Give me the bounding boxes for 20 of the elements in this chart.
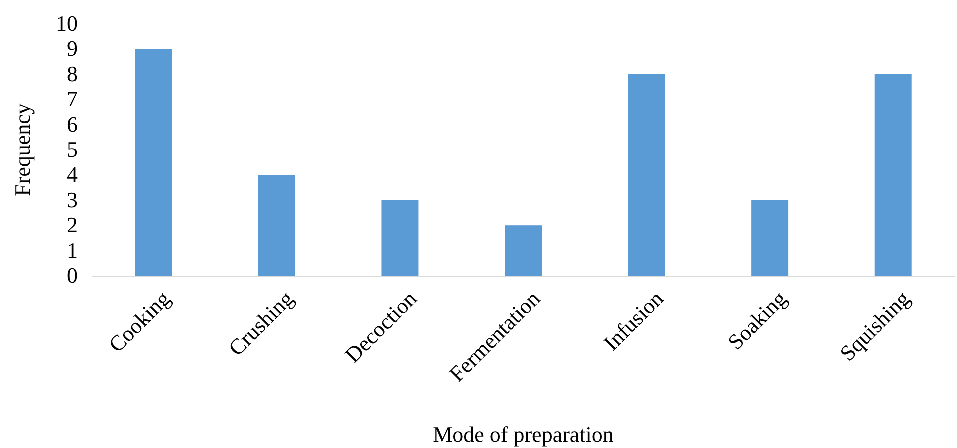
bar xyxy=(628,74,666,276)
bar xyxy=(382,200,419,276)
y-tick-label: 0 xyxy=(67,263,78,288)
y-axis-title: Frequency xyxy=(10,104,35,196)
x-axis-title: Mode of preparation xyxy=(433,422,614,447)
y-tick-label: 4 xyxy=(67,162,78,188)
bar xyxy=(874,74,912,276)
y-tick-label: 8 xyxy=(67,61,78,86)
bar xyxy=(135,49,172,276)
bar xyxy=(258,175,296,276)
y-tick-label: 6 xyxy=(67,112,78,137)
y-tick-label: 1 xyxy=(67,238,78,263)
bar xyxy=(752,200,789,276)
y-tick-label: 3 xyxy=(67,187,78,212)
bar xyxy=(505,226,542,276)
y-tick-label: 7 xyxy=(67,86,78,112)
y-tick-label: 5 xyxy=(67,137,78,162)
y-tick-label: 2 xyxy=(67,212,78,238)
y-tick-label: 10 xyxy=(56,11,78,36)
y-tick-label: 9 xyxy=(67,36,78,62)
